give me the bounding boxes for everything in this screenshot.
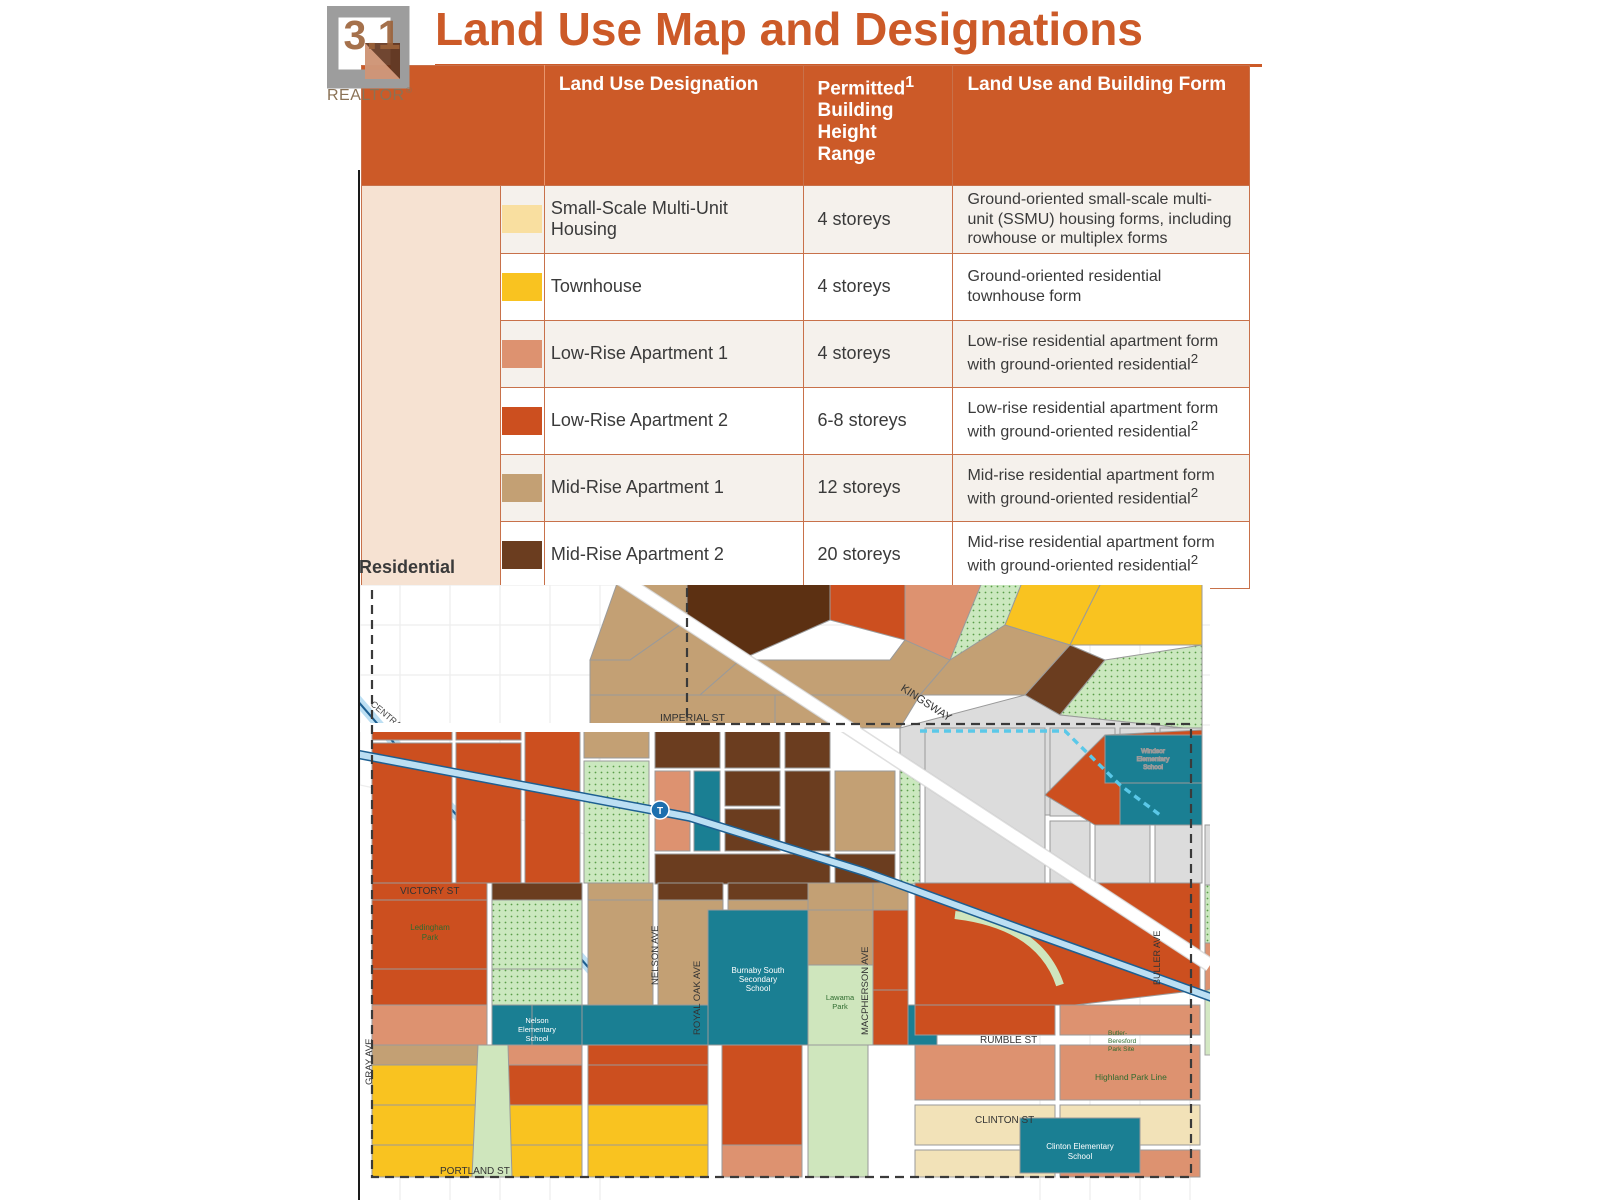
svg-text:®: ® — [406, 86, 412, 95]
svg-text:IMPERIAL ST: IMPERIAL ST — [660, 712, 726, 724]
svg-text:Park: Park — [832, 1002, 848, 1011]
svg-text:GRAY AVE: GRAY AVE — [364, 1039, 375, 1085]
svg-text:NELSON AVE: NELSON AVE — [650, 926, 661, 986]
svg-text:School: School — [1068, 1152, 1093, 1161]
svg-text:Nelson: Nelson — [525, 1016, 548, 1025]
svg-text:Elementary: Elementary — [518, 1025, 556, 1034]
svg-text:3.1: 3.1 — [344, 12, 401, 58]
svg-text:BULLER AVE: BULLER AVE — [1152, 931, 1162, 985]
svg-text:RUMBLE ST: RUMBLE ST — [980, 1035, 1037, 1046]
svg-text:REALTOR: REALTOR — [327, 87, 405, 104]
svg-text:Secondary: Secondary — [739, 975, 777, 984]
svg-text:MACPHERSON AVE: MACPHERSON AVE — [860, 946, 871, 1035]
svg-text:ROYAL OAK AVE: ROYAL OAK AVE — [692, 961, 703, 1035]
svg-text:T: T — [657, 806, 663, 817]
svg-text:CLINTON ST: CLINTON ST — [975, 1115, 1034, 1126]
svg-text:Clinton Elementary: Clinton Elementary — [1046, 1142, 1114, 1151]
svg-text:PORTLAND ST: PORTLAND ST — [440, 1166, 510, 1177]
svg-text:Windsor: Windsor — [1141, 748, 1166, 755]
svg-text:Burnaby South: Burnaby South — [732, 966, 785, 975]
svg-text:School: School — [526, 1034, 549, 1043]
svg-text:Park: Park — [422, 933, 439, 942]
svg-text:Park Site: Park Site — [1108, 1046, 1135, 1053]
svg-text:Ledingham: Ledingham — [410, 923, 450, 932]
svg-text:Butler-: Butler- — [1108, 1030, 1127, 1037]
svg-text:Elementary: Elementary — [1137, 756, 1171, 763]
svg-text:School: School — [1143, 764, 1163, 771]
svg-text:Highland Park Line: Highland Park Line — [1095, 1072, 1167, 1082]
svg-text:Beresford: Beresford — [1108, 1038, 1137, 1045]
svg-text:VICTORY ST: VICTORY ST — [400, 886, 459, 897]
svg-text:Lawama: Lawama — [826, 993, 855, 1002]
svg-text:School: School — [746, 984, 771, 993]
